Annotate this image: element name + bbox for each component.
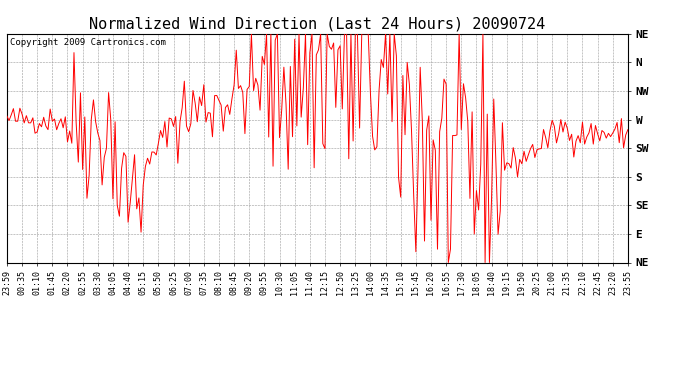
Title: Normalized Wind Direction (Last 24 Hours) 20090724: Normalized Wind Direction (Last 24 Hours… (89, 16, 546, 31)
Text: Copyright 2009 Cartronics.com: Copyright 2009 Cartronics.com (10, 38, 166, 47)
